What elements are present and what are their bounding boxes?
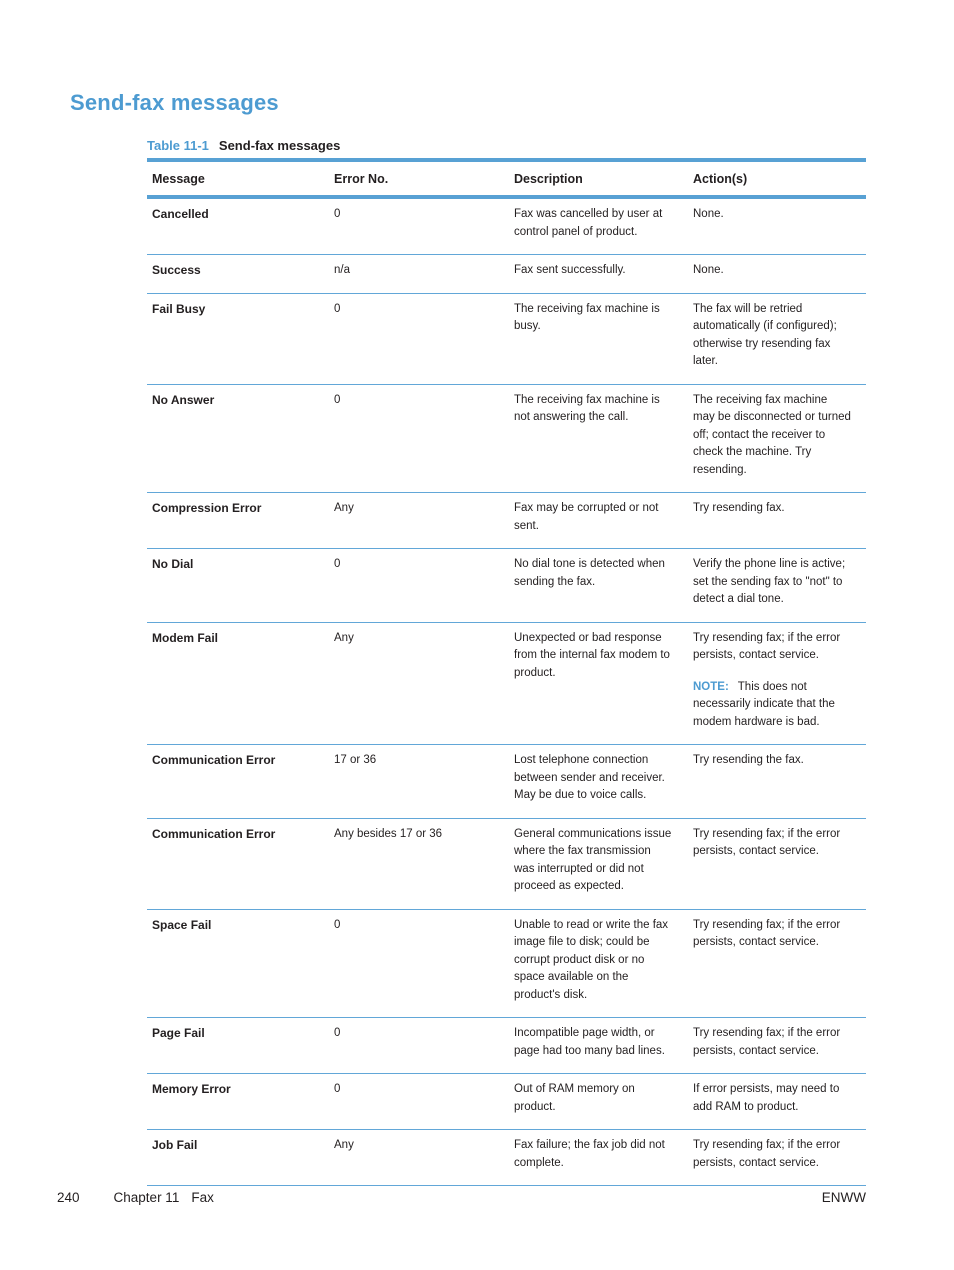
action-paragraph: Verify the phone line is active; set the… — [693, 558, 846, 605]
actions-cell: The fax will be retried automatically (i… — [688, 293, 866, 385]
description-cell: Fax was cancelled by user at control pan… — [509, 197, 688, 255]
message-cell: Cancelled — [147, 197, 329, 255]
action-paragraph: Try resending fax; if the error persists… — [693, 631, 841, 662]
table-header-row: Message Error No. Description Action(s) — [147, 158, 866, 199]
footer-left: 240 Chapter 11 Fax — [57, 1190, 214, 1205]
description-cell: General communications issue where the f… — [509, 818, 688, 910]
action-paragraph: The receiving fax machine may be disconn… — [693, 393, 851, 476]
column-header-error-no: Error No. — [329, 158, 509, 199]
description-cell: Incompatible page width, or page had too… — [509, 1017, 688, 1074]
message-cell: Compression Error — [147, 492, 329, 549]
error-no-cell: Any — [329, 1129, 509, 1186]
description-cell: Lost telephone connection between sender… — [509, 744, 688, 819]
message-cell: No Dial — [147, 548, 329, 623]
actions-cell: None. — [688, 254, 866, 294]
footer-page-number: 240 — [57, 1190, 80, 1205]
actions-cell: Try resending fax; if the error persists… — [688, 622, 866, 745]
actions-cell: Try resending fax; if the error persists… — [688, 818, 866, 910]
action-note-paragraph: NOTE: This does not necessarily indicate … — [693, 680, 835, 728]
actions-cell: Try resending fax; if the error persists… — [688, 1017, 866, 1074]
actions-cell: Try resending fax; if the error persists… — [688, 909, 866, 1018]
table-row: Communication Error Any besides 17 or 36… — [147, 818, 866, 910]
error-no-cell: Any — [329, 492, 509, 549]
error-no-cell: Any — [329, 622, 509, 745]
action-paragraph: If error persists, may need to add RAM t… — [693, 1083, 840, 1113]
message-cell: Page Fail — [147, 1017, 329, 1074]
description-cell: Out of RAM memory on product. — [509, 1073, 688, 1130]
actions-cell: The receiving fax machine may be disconn… — [688, 384, 866, 493]
action-paragraph: The fax will be retried automatically (i… — [693, 302, 837, 368]
column-header-description: Description — [509, 158, 688, 199]
action-paragraph: Try resending fax; if the error persists… — [693, 1027, 841, 1057]
table-row: Cancelled 0 Fax was cancelled by user at… — [147, 197, 866, 255]
fax-table: Message Error No. Description Action(s) … — [147, 158, 866, 1186]
message-cell: Fail Busy — [147, 293, 329, 385]
table-row: Communication Error 17 or 36 Lost teleph… — [147, 744, 866, 819]
actions-cell: None. — [688, 197, 866, 255]
description-cell: The receiving fax machine is busy. — [509, 293, 688, 385]
column-header-actions: Action(s) — [688, 158, 866, 199]
action-paragraph: Try resending fax. — [693, 502, 785, 514]
message-cell: Modem Fail — [147, 622, 329, 745]
footer-ennww: ENWW — [821, 1190, 866, 1205]
send-fax-messages-table: Message Error No. Description Action(s) … — [147, 158, 866, 1186]
description-cell: Fax may be corrupted or not sent. — [509, 492, 688, 549]
action-paragraph: None. — [693, 208, 724, 220]
footer-section: Fax — [191, 1190, 214, 1205]
actions-cell: Verify the phone line is active; set the… — [688, 548, 866, 623]
message-cell: No Answer — [147, 384, 329, 493]
note-label: NOTE: — [693, 680, 729, 693]
description-cell: No dial tone is detected when sending th… — [509, 548, 688, 623]
table-row: Success n/a Fax sent successfully. None. — [147, 254, 866, 294]
column-header-message: Message — [147, 158, 329, 199]
message-cell: Communication Error — [147, 744, 329, 819]
footer-chapter: Chapter 11 — [113, 1190, 180, 1205]
description-cell: Fax sent successfully. — [509, 254, 688, 294]
message-cell: Success — [147, 254, 329, 294]
error-no-cell: 0 — [329, 1017, 509, 1074]
error-no-cell: 0 — [329, 197, 509, 255]
table-row: Job Fail Any Fax failure; the fax job di… — [147, 1129, 866, 1186]
table-row: Memory Error 0 Out of RAM memory on prod… — [147, 1073, 866, 1130]
description-cell: Fax failure; the fax job did not complet… — [509, 1129, 688, 1186]
action-paragraph: Try resending fax; if the error persists… — [693, 918, 841, 949]
action-paragraph: Try resending fax; if the error persists… — [693, 827, 841, 858]
error-no-cell: 17 or 36 — [329, 744, 509, 819]
table-row: No Dial 0 No dial tone is detected when … — [147, 548, 866, 623]
error-no-cell: 0 — [329, 1073, 509, 1130]
error-no-cell: 0 — [329, 548, 509, 623]
table-row: No Answer 0 The receiving fax machine is… — [147, 384, 866, 493]
actions-cell: Try resending fax; if the error persists… — [688, 1129, 866, 1186]
table-row: Compression Error Any Fax may be corrupt… — [147, 492, 866, 549]
action-paragraph: Try resending fax; if the error persists… — [693, 1139, 841, 1169]
table-caption-label: Table 11-1 — [147, 138, 209, 153]
error-no-cell: 0 — [329, 293, 509, 385]
error-no-cell: 0 — [329, 909, 509, 1018]
table-row: Page Fail 0 Incompatible page width, or … — [147, 1017, 866, 1074]
page-title: Send-fax messages — [70, 90, 279, 115]
message-cell: Memory Error — [147, 1073, 329, 1130]
table-row: Fail Busy 0 The receiving fax machine is… — [147, 293, 866, 385]
actions-cell: If error persists, may need to add RAM t… — [688, 1073, 866, 1130]
fax-table-body: Cancelled 0 Fax was cancelled by user at… — [147, 197, 866, 1186]
message-cell: Job Fail — [147, 1129, 329, 1186]
actions-cell: Try resending the fax. — [688, 744, 866, 819]
table-header: Message Error No. Description Action(s) — [147, 158, 866, 199]
description-cell: Unexpected or bad response from the inte… — [509, 622, 688, 745]
table-row: Space Fail 0 Unable to read or write the… — [147, 909, 866, 1018]
description-cell: The receiving fax machine is not answeri… — [509, 384, 688, 493]
actions-cell: Try resending fax. — [688, 492, 866, 549]
action-paragraph: Try resending the fax. — [693, 754, 804, 766]
message-cell: Communication Error — [147, 818, 329, 910]
action-paragraph: None. — [693, 264, 724, 276]
description-cell: Unable to read or write the fax image fi… — [509, 909, 688, 1018]
message-cell: Space Fail — [147, 909, 329, 1018]
table-row: Modem Fail Any Unexpected or bad respons… — [147, 622, 866, 745]
error-no-cell: n/a — [329, 254, 509, 294]
table-caption: Table 11-1 Send-fax messages — [147, 138, 340, 153]
table-caption-title: Send-fax messages — [218, 138, 341, 153]
error-no-cell: Any besides 17 or 36 — [329, 818, 509, 910]
error-no-cell: 0 — [329, 384, 509, 493]
